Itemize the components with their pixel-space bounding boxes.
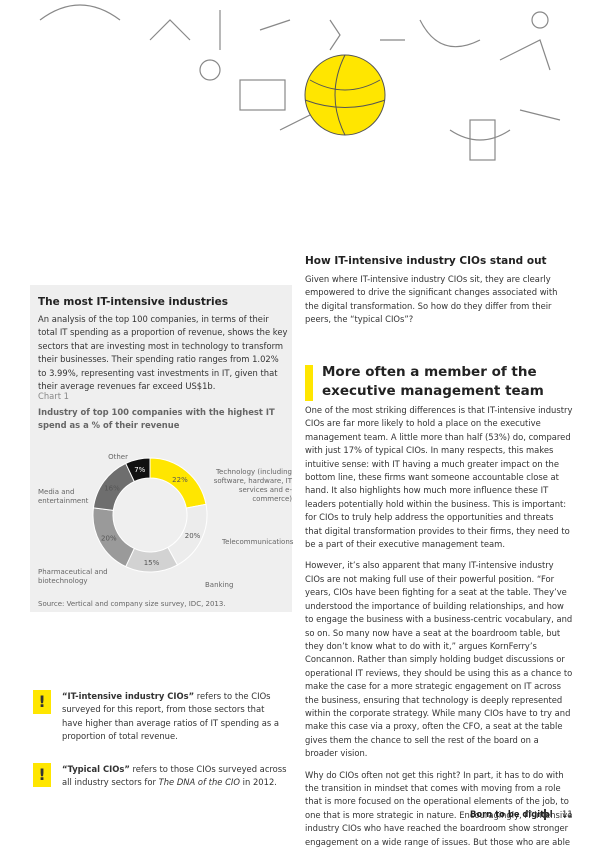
alert-icon: ! [33,763,51,787]
value-label: 22% [172,476,188,484]
chart-source: Source: Vertical and company size survey… [38,600,226,608]
note-text: refers to those CIOs surveyed across all… [62,764,287,788]
chart-label: Chart 1 [38,391,70,401]
category-label: Banking [205,581,234,589]
category-label: Technology (including software, hardware… [213,468,292,503]
paragraph: Given where IT-intensive industry CIOs s… [305,274,558,325]
alert-icon: ! [33,690,51,714]
value-label: 7% [134,466,145,474]
category-label: Media and entertainment [38,488,89,505]
value-label: 20% [101,535,117,543]
header-illustration [39,4,561,161]
category-label: Telecommunications [222,538,294,546]
note-text: refers to the CIOs surveyed for this rep… [62,691,280,742]
section-heading: More often a member of the executive man… [322,364,544,399]
panel-title: The most IT-intensive industries [38,296,229,308]
category-label: Pharmaceutical and biotechnology [38,568,108,585]
note-text: in 2012. [240,777,277,788]
paragraph: Why do CIOs often not get this right? In… [305,769,573,847]
footer-title: Born to be digital [470,809,553,819]
note: “IT-intensive industry CIOs” refers to t… [62,690,287,744]
note-italic: The DNA of the CIO [158,777,240,788]
paragraph: However, it’s also apparent that many IT… [305,560,573,759]
chart-title: Industry of top 100 companies with the h… [38,407,275,431]
value-label: 16% [104,484,120,492]
category-label: Other [108,453,128,461]
footer-divider [544,809,546,820]
globe [304,54,386,136]
donut-segment [125,457,151,483]
panel-text: An analysis of the top 100 companies, in… [38,314,288,392]
body-text: One of the most striking differences is … [305,404,573,848]
value-label: 15% [144,559,160,567]
section-title: How IT-intensive industry CIOs stand out [305,255,547,267]
value-label: 20% [185,532,201,540]
note-term: “Typical CIOs” [62,764,130,774]
note-term: “IT-intensive industry CIOs” [62,691,195,701]
page-number: 11 [562,809,573,819]
paragraph: One of the most striking differences is … [305,405,573,550]
heading-bar [305,365,313,401]
donut-chart: 22% 20% 15% 20% 16% 7% [92,457,208,573]
note: “Typical CIOs” refers to those CIOs surv… [62,763,287,790]
